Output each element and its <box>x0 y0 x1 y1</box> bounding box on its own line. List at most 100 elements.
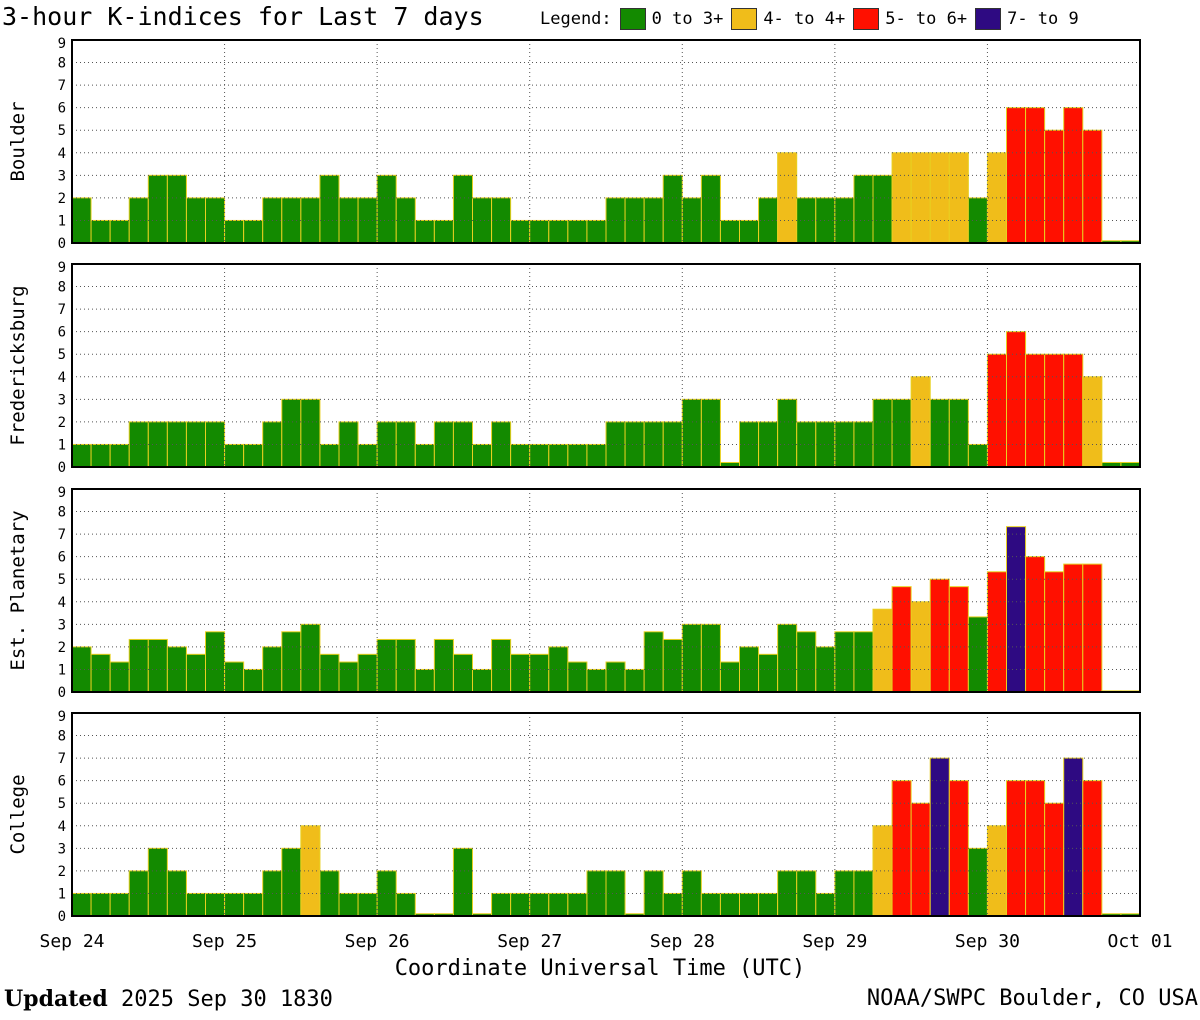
legend-swatch-severe <box>975 8 1002 30</box>
bar-2-22 <box>491 638 512 693</box>
bar-2-7 <box>205 631 226 693</box>
bar-0-51 <box>1044 129 1065 244</box>
bar-0-45 <box>929 152 950 244</box>
bar-3-47 <box>967 847 988 917</box>
bar-2-37 <box>777 623 798 693</box>
bar-3-34 <box>719 892 740 917</box>
bar-2-36 <box>758 653 779 693</box>
bar-3-11 <box>281 847 302 917</box>
y-tick-1-0: 0 <box>58 460 66 476</box>
bar-2-9 <box>243 668 264 693</box>
legend-swatch-active <box>731 8 758 30</box>
y-tick-2-2: 2 <box>58 640 66 656</box>
x-tick-3: Sep 27 <box>497 931 562 952</box>
bar-2-11 <box>281 631 302 693</box>
bar-1-39 <box>815 421 836 468</box>
bar-1-18 <box>414 443 435 468</box>
bar-0-26 <box>567 219 588 244</box>
y-tick-2-1: 1 <box>58 662 66 678</box>
legend-label: Legend: <box>540 9 612 29</box>
bar-1-47 <box>967 443 988 468</box>
bar-1-1 <box>90 443 111 468</box>
bar-0-20 <box>452 174 473 244</box>
y-tick-1-3: 3 <box>58 392 66 408</box>
bar-1-50 <box>1025 353 1046 468</box>
x-tick-6: Sep 30 <box>955 931 1020 952</box>
bar-1-12 <box>300 398 321 468</box>
bar-1-43 <box>891 398 912 468</box>
bar-2-12 <box>300 623 321 693</box>
bar-0-39 <box>815 197 836 244</box>
bar-0-13 <box>319 174 340 244</box>
bar-1-6 <box>185 421 206 468</box>
updated-label: Updated <box>4 986 108 1012</box>
y-tick-2-7: 7 <box>58 527 66 543</box>
bar-2-51 <box>1044 571 1065 693</box>
bar-1-21 <box>472 443 493 468</box>
bar-3-24 <box>529 892 550 917</box>
bar-0-19 <box>433 219 454 244</box>
bar-0-16 <box>376 174 397 244</box>
bar-2-27 <box>586 668 607 693</box>
bar-2-2 <box>109 661 130 693</box>
bar-0-41 <box>853 174 874 244</box>
bar-1-11 <box>281 398 302 468</box>
bar-3-52 <box>1063 757 1084 917</box>
bar-0-23 <box>510 219 531 244</box>
bar-0-4 <box>147 174 168 244</box>
bar-3-42 <box>872 825 893 917</box>
y-tick-2-8: 8 <box>58 505 66 521</box>
bar-1-2 <box>109 443 130 468</box>
bar-0-33 <box>700 174 721 244</box>
bar-2-45 <box>929 578 950 693</box>
x-tick-2: Sep 26 <box>345 931 410 952</box>
bar-2-34 <box>719 661 740 693</box>
y-tick-1-5: 5 <box>58 347 66 363</box>
y-tick-0-9: 9 <box>58 36 66 52</box>
y-tick-1-2: 2 <box>58 415 66 431</box>
bar-3-51 <box>1044 802 1065 917</box>
bar-0-35 <box>739 219 760 244</box>
y-tick-2-6: 6 <box>58 550 66 566</box>
bar-2-46 <box>948 586 969 693</box>
y-tick-3-0: 0 <box>58 909 66 925</box>
y-tick-3-7: 7 <box>58 751 66 767</box>
x-tick-7: Oct 01 <box>1107 931 1172 952</box>
y-tick-0-1: 1 <box>58 213 66 229</box>
bar-0-32 <box>681 197 702 244</box>
x-tick-4: Sep 28 <box>650 931 715 952</box>
bar-3-23 <box>510 892 531 917</box>
bar-0-8 <box>224 219 245 244</box>
bar-2-18 <box>414 668 435 693</box>
bar-2-14 <box>338 661 359 693</box>
bar-2-52 <box>1063 563 1084 693</box>
bar-2-1 <box>90 653 111 693</box>
bar-2-24 <box>529 653 550 693</box>
bar-3-39 <box>815 892 836 917</box>
bar-2-33 <box>700 623 721 693</box>
x-tick-1: Sep 25 <box>192 931 257 952</box>
bar-1-25 <box>548 443 569 468</box>
bar-3-26 <box>567 892 588 917</box>
bar-0-2 <box>109 219 130 244</box>
bar-2-41 <box>853 631 874 693</box>
bar-3-44 <box>910 802 931 917</box>
bar-2-35 <box>739 646 760 693</box>
bar-2-43 <box>891 586 912 693</box>
bar-0-6 <box>185 197 206 244</box>
legend-item-active: 4- to 4+ <box>763 9 846 29</box>
y-tick-3-8: 8 <box>58 729 66 745</box>
y-tick-0-4: 4 <box>58 146 66 162</box>
bar-3-0 <box>71 892 92 917</box>
x-tick-0: Sep 24 <box>39 931 104 952</box>
y-tick-0-5: 5 <box>58 123 66 139</box>
panel-label-0: Boulder <box>7 101 29 181</box>
y-tick-2-4: 4 <box>58 595 66 611</box>
legend-item-severe: 7- to 9 <box>1007 9 1079 29</box>
y-tick-1-6: 6 <box>58 325 66 341</box>
y-tick-3-6: 6 <box>58 774 66 790</box>
bar-2-26 <box>567 661 588 693</box>
bar-0-29 <box>624 197 645 244</box>
y-tick-0-6: 6 <box>58 101 66 117</box>
bar-1-22 <box>491 421 512 468</box>
